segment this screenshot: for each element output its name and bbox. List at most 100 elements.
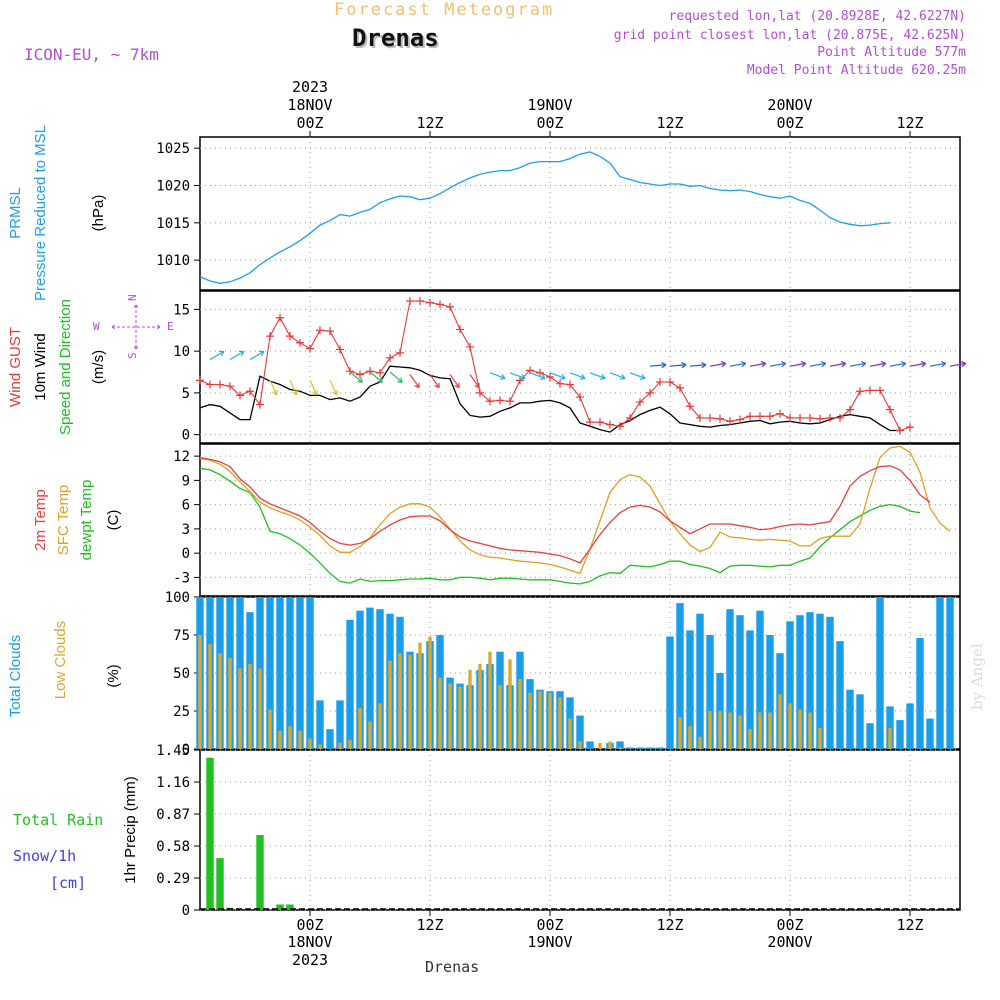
wind-arrow-head: [661, 362, 667, 369]
gust-marker: [726, 417, 734, 426]
wind-arrow: [829, 362, 846, 367]
wind-arrow: [749, 362, 766, 367]
wind-arrow: [529, 372, 546, 379]
wind-arrow: [689, 364, 706, 367]
x-tick-label-bottom: 12Z: [896, 916, 923, 934]
panel-frame-wind: [199, 290, 961, 444]
precip-unit-label: 1hr Precip (mm): [122, 776, 139, 884]
gust-marker: [346, 367, 354, 376]
panel-frame-pressure: [199, 136, 961, 291]
x-tick-label-bottom: 00Z: [776, 916, 803, 934]
wind-arrow-head: [920, 361, 927, 368]
y-tick-label: 10: [173, 344, 190, 360]
wind-arrow-head: [312, 389, 318, 396]
total-cloud-bar: [746, 630, 754, 749]
wind-arrow: [249, 350, 265, 361]
total-cloud-bar: [836, 641, 844, 749]
gust-marker: [396, 348, 404, 357]
total-cloud-bar: [326, 729, 334, 749]
date-label-bottom: 18NOV: [287, 933, 332, 951]
total-cloud-bar: [916, 638, 924, 749]
low-cloud-bar: [408, 654, 412, 749]
gust-marker: [386, 353, 394, 362]
x-tick-label-top: 12Z: [656, 114, 683, 132]
wind-arrow: [609, 372, 626, 379]
gust-marker: [856, 387, 864, 396]
gust-marker: [546, 373, 554, 382]
gust-marker: [476, 388, 484, 397]
total-cloud-bar: [906, 703, 914, 749]
wind-arrow: [469, 374, 480, 388]
low-cloud-bar: [458, 686, 462, 749]
wind-arrow: [229, 350, 245, 361]
wind-arrow: [389, 371, 403, 383]
total-cloud-bar: [816, 613, 824, 749]
low-cloud-bar: [258, 668, 262, 749]
gust-marker: [266, 332, 274, 341]
low-clouds-label: Low Clouds: [52, 621, 69, 699]
wind-arrow-head: [454, 382, 460, 389]
total-cloud-bar: [866, 723, 874, 749]
wind-arrow-head: [640, 374, 646, 380]
low-cloud-bar: [788, 703, 792, 749]
rain-bar: [206, 757, 214, 910]
wind-arrow: [449, 374, 460, 388]
wind-arrow: [909, 362, 926, 367]
y-tick-label: 0.58: [156, 839, 190, 855]
low-cloud-bar: [468, 670, 472, 749]
wind-arrow: [509, 372, 526, 379]
year-label-bottom: 2023: [292, 951, 328, 969]
gust-marker: [466, 342, 474, 351]
total-cloud-bar: [726, 609, 734, 749]
wind-arrow-head: [620, 374, 626, 380]
wind-arrow-head: [272, 389, 278, 396]
low-cloud-bar: [438, 677, 442, 749]
y-tick-label: -3: [173, 570, 190, 586]
total-cloud-bar: [806, 612, 814, 749]
total-cloud-bar: [626, 747, 634, 749]
total-cloud-bar: [926, 718, 934, 749]
low-cloud-bar: [818, 727, 822, 749]
x-tick-label-top: 12Z: [416, 114, 443, 132]
y-tick-label: 15: [173, 302, 190, 318]
total-cloud-bar: [846, 689, 854, 749]
low-cloud-bar: [698, 736, 702, 749]
snow-label: Snow/1h: [13, 847, 76, 865]
gust-marker: [556, 379, 564, 388]
wind-arrow: [649, 364, 666, 367]
low-cloud-bar: [268, 709, 272, 749]
date-label-bottom: 19NOV: [527, 933, 572, 951]
total-cloud-bar: [826, 616, 834, 749]
prmsl-long-label: Pressure Reduced to MSL: [32, 125, 49, 301]
total-clouds-label: Total Clouds: [7, 635, 24, 718]
total-cloud-bar: [376, 609, 384, 749]
y-tick-label: 100: [165, 590, 190, 606]
gust-marker: [876, 386, 884, 395]
gust-marker: [836, 413, 844, 422]
total-cloud-bar: [766, 635, 774, 749]
y-tick-label: 0: [182, 546, 190, 562]
wind-arrow-head: [238, 350, 245, 357]
low-cloud-bar: [778, 694, 782, 749]
y-tick-label: 0.87: [156, 807, 190, 823]
gust-marker: [686, 402, 694, 411]
gust-marker: [666, 378, 674, 387]
gust-marker: [706, 413, 714, 422]
temp-2m-line: [199, 457, 931, 564]
low-cloud-bar: [568, 718, 572, 749]
wind-gust-label: Wind GUST: [7, 327, 24, 407]
low-cloud-bar: [708, 711, 712, 749]
gust-marker: [776, 409, 784, 418]
wind-arrow-head: [500, 374, 506, 380]
gust-marker: [246, 387, 254, 396]
low-cloud-bar: [278, 730, 282, 749]
wind-arrow-head: [540, 374, 546, 380]
low-cloud-bar: [758, 712, 762, 749]
total-cloud-bar: [616, 741, 624, 749]
wind-arrow: [549, 372, 566, 379]
gust-marker: [736, 415, 744, 424]
low-cloud-bar: [538, 691, 542, 749]
gust-marker: [276, 313, 284, 322]
wind-arrow-head: [292, 389, 298, 396]
total-cloud-bar: [856, 694, 864, 749]
